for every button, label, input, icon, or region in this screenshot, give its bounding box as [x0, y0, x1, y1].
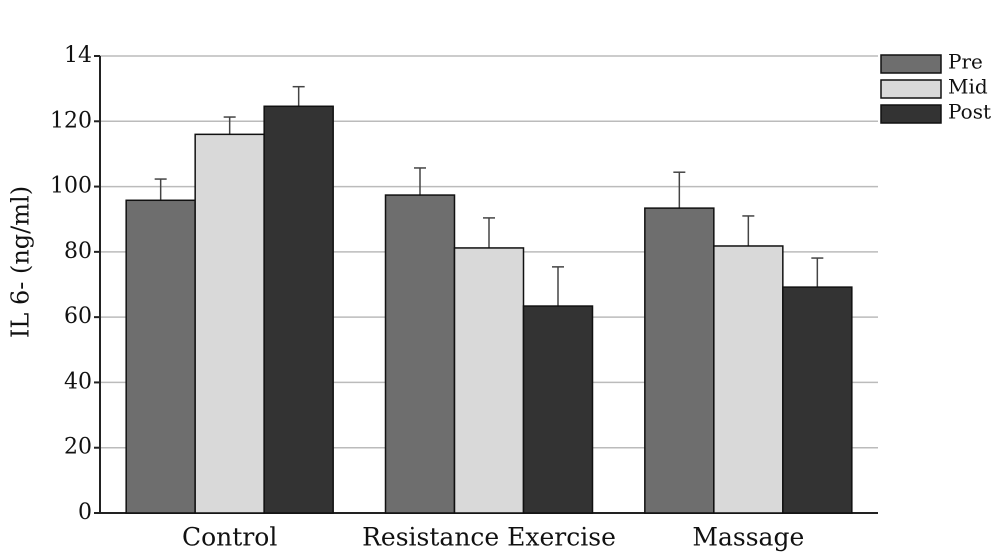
y-tick-label: 20 — [64, 435, 92, 460]
bar — [194, 133, 265, 514]
bar — [644, 207, 715, 514]
y-tick-label: 100 — [50, 174, 92, 199]
y-axis-label: IL 6- (ng/ml) — [7, 186, 35, 338]
y-tick-label: 14 — [64, 43, 92, 68]
legend-swatch — [880, 54, 942, 74]
x-tick-label: Resistance Exercise — [362, 523, 616, 552]
legend-label: Post — [948, 100, 991, 124]
bar — [713, 245, 784, 514]
x-tick-label: Massage — [692, 523, 804, 552]
y-tick-label: 80 — [64, 239, 92, 264]
bar — [125, 199, 196, 514]
bar — [782, 286, 853, 514]
x-tick-label: Control — [182, 523, 277, 552]
bar — [384, 194, 456, 514]
legend-swatch — [880, 104, 942, 124]
legend-swatch — [880, 79, 942, 99]
y-tick-label: 120 — [50, 108, 92, 133]
legend-label: Mid — [948, 75, 988, 99]
y-tick-label: 60 — [64, 304, 92, 329]
legend-label: Pre — [948, 50, 983, 74]
y-tick-label: 0 — [78, 500, 92, 525]
bar — [453, 247, 525, 514]
bar — [263, 105, 334, 514]
bar — [522, 305, 594, 514]
y-tick-label: 40 — [64, 369, 92, 394]
